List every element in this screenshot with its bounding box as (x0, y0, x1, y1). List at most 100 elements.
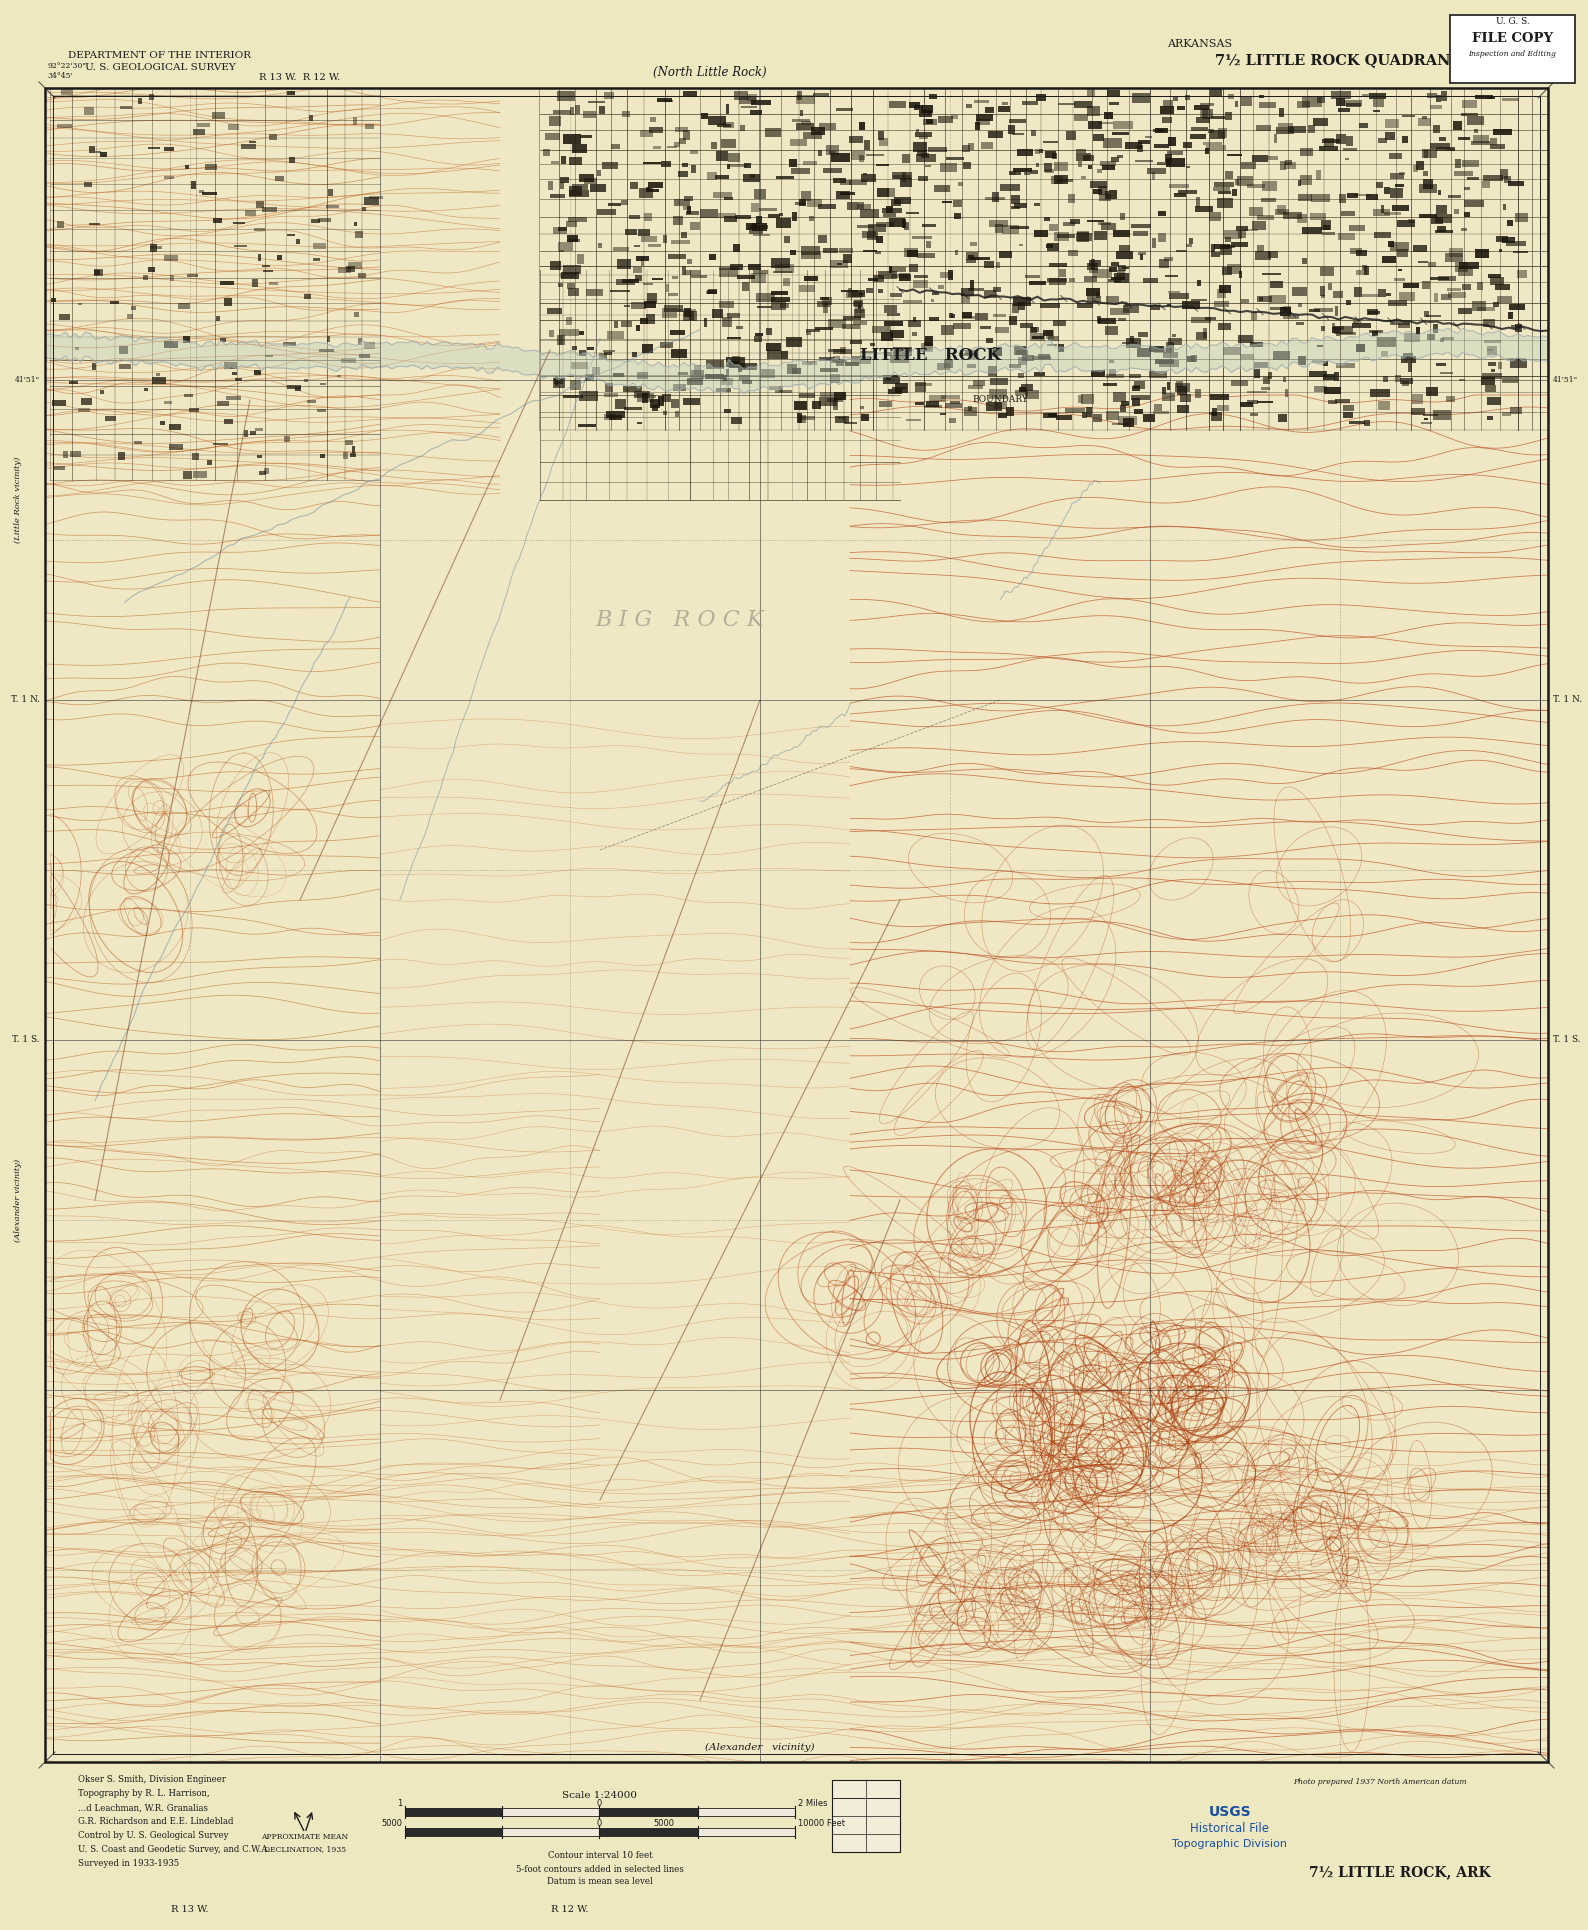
Bar (632, 351, 637, 357)
Bar (548, 181, 553, 191)
Bar (742, 282, 750, 291)
Bar (1385, 131, 1394, 139)
Bar (1159, 259, 1169, 268)
Bar (235, 378, 243, 380)
Bar (1054, 162, 1069, 170)
Bar (940, 162, 958, 172)
Text: Topography by R. L. Harrison,: Topography by R. L. Harrison, (78, 1789, 210, 1799)
Bar (777, 218, 791, 228)
Bar (748, 264, 761, 270)
Bar (1081, 394, 1094, 403)
Bar (966, 259, 977, 262)
Bar (859, 293, 864, 295)
Bar (711, 309, 723, 318)
Bar (1412, 394, 1423, 403)
Bar (1256, 125, 1270, 131)
Bar (834, 392, 846, 401)
Bar (1455, 208, 1459, 214)
Bar (262, 264, 270, 266)
Bar (700, 208, 718, 218)
Bar (1135, 160, 1153, 162)
Bar (1100, 224, 1116, 230)
Bar (1229, 95, 1234, 98)
Bar (613, 374, 624, 378)
Bar (191, 181, 195, 189)
Bar (575, 106, 580, 114)
Bar (545, 133, 561, 139)
Bar (942, 326, 953, 334)
Bar (1002, 224, 1019, 234)
Bar (1323, 139, 1340, 143)
Bar (962, 313, 972, 318)
Bar (1107, 280, 1121, 282)
Bar (1031, 332, 1045, 342)
Bar (89, 222, 100, 226)
Bar (915, 106, 923, 110)
Bar (160, 421, 165, 425)
Bar (753, 234, 770, 235)
Bar (1434, 293, 1437, 301)
Bar (642, 257, 645, 266)
Bar (1162, 392, 1175, 401)
Bar (675, 411, 680, 417)
Bar (886, 207, 894, 212)
Bar (672, 276, 678, 280)
Bar (194, 471, 206, 479)
Bar (570, 239, 580, 241)
Bar (885, 353, 891, 355)
Bar (927, 110, 932, 114)
Bar (1008, 120, 1026, 124)
Bar (994, 326, 1008, 334)
Bar (1323, 361, 1328, 365)
Bar (1091, 259, 1094, 268)
Bar (1440, 372, 1453, 374)
Bar (1086, 288, 1100, 295)
Bar (632, 303, 646, 309)
Bar (183, 336, 191, 344)
Bar (969, 143, 973, 151)
Bar (1250, 342, 1262, 347)
Bar (951, 114, 959, 120)
Text: Surveyed in 1933-1935: Surveyed in 1933-1935 (78, 1859, 179, 1868)
Bar (310, 116, 313, 122)
Bar (543, 149, 549, 156)
Bar (1228, 264, 1242, 274)
Bar (1164, 274, 1178, 278)
Bar (1099, 187, 1107, 195)
Text: 2 Miles: 2 Miles (799, 1799, 827, 1808)
Bar (843, 253, 851, 262)
Bar (905, 212, 919, 214)
Bar (753, 270, 767, 274)
Bar (961, 288, 973, 297)
Bar (977, 114, 992, 122)
Bar (149, 245, 157, 251)
Bar (827, 398, 843, 401)
Bar (915, 382, 926, 392)
Bar (1048, 344, 1056, 345)
Bar (885, 305, 897, 313)
Bar (1312, 361, 1323, 363)
Bar (992, 288, 1000, 291)
Bar (1385, 187, 1390, 195)
Bar (1477, 282, 1483, 290)
Bar (854, 309, 865, 318)
Bar (675, 127, 689, 133)
Bar (1437, 191, 1440, 195)
Bar (1328, 400, 1337, 405)
Bar (1459, 262, 1478, 268)
Bar (1078, 162, 1081, 168)
Bar (1024, 390, 1039, 400)
Bar (1093, 268, 1112, 278)
Text: G.R. Richardson and E.E. Lindeblad: G.R. Richardson and E.E. Lindeblad (78, 1818, 233, 1826)
Bar (718, 212, 737, 218)
Bar (858, 305, 861, 309)
Text: Datum is mean sea level: Datum is mean sea level (548, 1878, 653, 1886)
Bar (707, 291, 710, 295)
Bar (842, 324, 859, 328)
Bar (811, 401, 821, 409)
Bar (233, 222, 245, 224)
Bar (681, 164, 688, 166)
Bar (980, 326, 991, 328)
Bar (1280, 162, 1286, 170)
Bar (1034, 203, 1040, 207)
